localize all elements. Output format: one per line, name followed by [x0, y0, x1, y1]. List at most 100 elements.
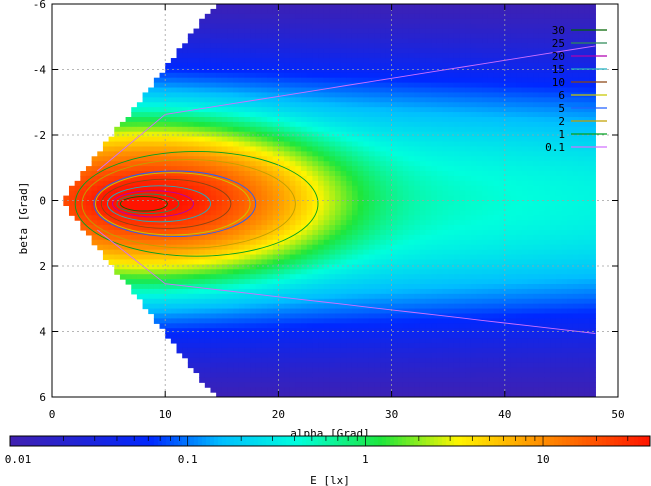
heatmap-cell	[278, 102, 285, 108]
heatmap-cell	[402, 342, 410, 349]
heatmap-cell	[482, 195, 489, 202]
heatmap-cell	[436, 38, 444, 44]
heatmap-cell	[436, 239, 444, 246]
heatmap-cell	[476, 210, 483, 216]
heatmap-cell	[306, 72, 313, 79]
heatmap-cell	[284, 239, 291, 246]
heatmap-cell	[170, 180, 178, 187]
heatmap-cell	[448, 200, 455, 207]
heatmap-cell	[289, 220, 296, 226]
heatmap-cell	[453, 92, 461, 98]
heatmap-cell	[487, 121, 495, 128]
heatmap-cell	[335, 225, 342, 231]
heatmap-cell	[272, 269, 279, 275]
heatmap-cell	[142, 215, 149, 221]
heatmap-cell	[278, 43, 285, 49]
heatmap-cell	[329, 156, 336, 162]
heatmap-cell	[199, 210, 206, 216]
heatmap-cell	[340, 107, 347, 113]
heatmap-cell	[476, 185, 483, 192]
heatmap-cell	[335, 18, 342, 25]
heatmap-cell	[272, 274, 279, 280]
heatmap-cell	[476, 372, 483, 378]
heatmap-cell	[165, 293, 172, 300]
heatmap-cell	[238, 338, 246, 344]
heatmap-cell	[136, 126, 144, 133]
heatmap-cell	[244, 357, 251, 364]
heatmap-cell	[346, 220, 353, 226]
heatmap-cell	[261, 347, 268, 354]
heatmap-cell	[233, 244, 240, 251]
heatmap-cell	[425, 72, 432, 79]
heatmap-cell	[431, 161, 438, 167]
heatmap-cell	[335, 382, 342, 388]
heatmap-cell	[397, 382, 404, 388]
heatmap-cell	[238, 308, 246, 315]
heatmap-cell	[289, 274, 296, 280]
heatmap-cell	[335, 249, 342, 256]
heatmap-cell	[295, 121, 302, 128]
heatmap-cell	[272, 382, 279, 388]
heatmap-cell	[301, 264, 308, 270]
heatmap-cell	[385, 372, 393, 378]
heatmap-cell	[233, 200, 240, 207]
heatmap-cell	[380, 195, 387, 202]
heatmap-cell	[340, 382, 347, 388]
heatmap-cell	[346, 367, 353, 374]
heatmap-cell	[453, 338, 461, 344]
heatmap-cell	[470, 116, 478, 123]
heatmap-cell	[261, 264, 268, 270]
heatmap-cell	[425, 200, 432, 207]
heatmap-cell	[295, 239, 302, 246]
heatmap-cell	[131, 264, 138, 270]
heatmap-cell	[199, 367, 206, 374]
heatmap-cell	[131, 146, 138, 152]
heatmap-cell	[448, 313, 455, 319]
heatmap-cell	[125, 151, 132, 157]
heatmap-cell	[482, 215, 489, 221]
heatmap-cell	[136, 239, 144, 246]
heatmap-cell	[284, 195, 291, 202]
heatmap-cell	[414, 367, 421, 374]
heatmap-cell	[148, 166, 155, 172]
heatmap-cell	[148, 151, 155, 157]
heatmap-cell	[408, 53, 415, 59]
heatmap-cell	[165, 234, 172, 241]
heatmap-cell	[363, 205, 370, 211]
heatmap-cell	[397, 161, 404, 167]
heatmap-cell	[216, 347, 223, 354]
heatmap-cell	[306, 62, 313, 69]
heatmap-cell	[227, 347, 234, 354]
heatmap-cell	[182, 53, 189, 59]
heatmap-cell	[289, 298, 296, 305]
heatmap-cell	[363, 313, 370, 319]
heatmap-cell	[165, 72, 172, 79]
heatmap-cell	[176, 185, 183, 192]
heatmap-cell	[267, 279, 274, 285]
heatmap-cell	[436, 72, 444, 79]
heatmap-cell	[368, 372, 376, 378]
heatmap-cell	[318, 200, 325, 207]
heatmap-cell	[193, 97, 200, 103]
heatmap-cell	[221, 293, 229, 300]
heatmap-cell	[182, 48, 189, 54]
heatmap-cell	[193, 215, 200, 221]
heatmap-cell	[170, 269, 178, 275]
heatmap-cell	[465, 43, 472, 49]
heatmap-cell	[397, 131, 404, 138]
heatmap-cell	[329, 377, 336, 383]
heatmap-cell	[368, 200, 376, 207]
heatmap-cell	[482, 62, 489, 69]
heatmap-cell	[329, 323, 336, 329]
heatmap-cell	[238, 229, 246, 236]
heatmap-cell	[255, 18, 263, 25]
heatmap-cell	[193, 121, 200, 128]
heatmap-cell	[448, 303, 455, 310]
heatmap-cell	[204, 225, 212, 231]
heatmap-cell	[374, 367, 381, 374]
heatmap-cell	[408, 323, 415, 329]
heatmap-cell	[351, 82, 359, 89]
heatmap-cell	[301, 8, 308, 15]
heatmap-cell	[470, 43, 478, 49]
heatmap-cell	[346, 210, 353, 216]
